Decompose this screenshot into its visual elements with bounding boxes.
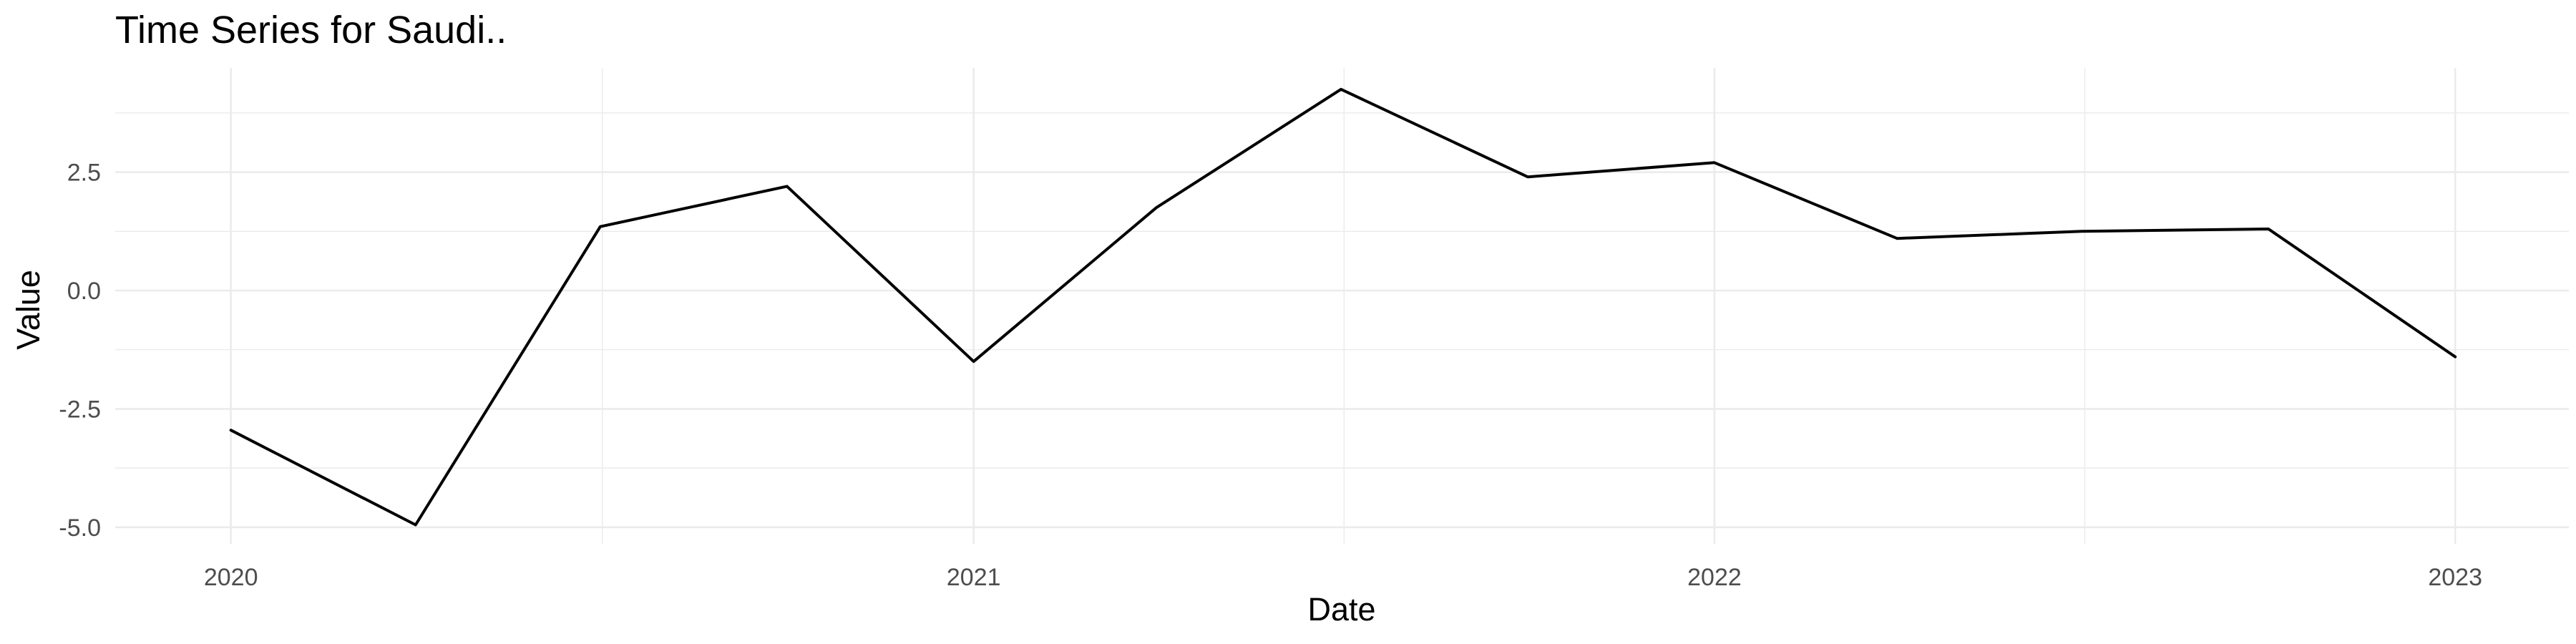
x-axis-title: Date bbox=[1307, 591, 1375, 628]
chart-title: Time Series for Saudi.. bbox=[115, 9, 507, 52]
x-tick-label: 2023 bbox=[2428, 564, 2482, 591]
y-tick-label: 2.5 bbox=[67, 160, 101, 187]
grid bbox=[115, 68, 2569, 544]
x-tick-label: 2021 bbox=[947, 564, 1001, 591]
y-tick-label: -2.5 bbox=[59, 396, 101, 423]
series-line bbox=[229, 87, 2457, 527]
x-tick-label: 2022 bbox=[1687, 564, 1742, 591]
x-tick-label: 2020 bbox=[204, 564, 258, 591]
series-group bbox=[229, 87, 2457, 527]
y-tick-label: 0.0 bbox=[67, 278, 101, 305]
y-axis-title: Value bbox=[10, 270, 47, 350]
x-tick-labels: 2020 2021 2022 2023 bbox=[204, 564, 2482, 591]
y-tick-label: -5.0 bbox=[59, 514, 101, 542]
y-tick-labels: -5.0 -2.5 0.0 2.5 bbox=[59, 160, 101, 542]
